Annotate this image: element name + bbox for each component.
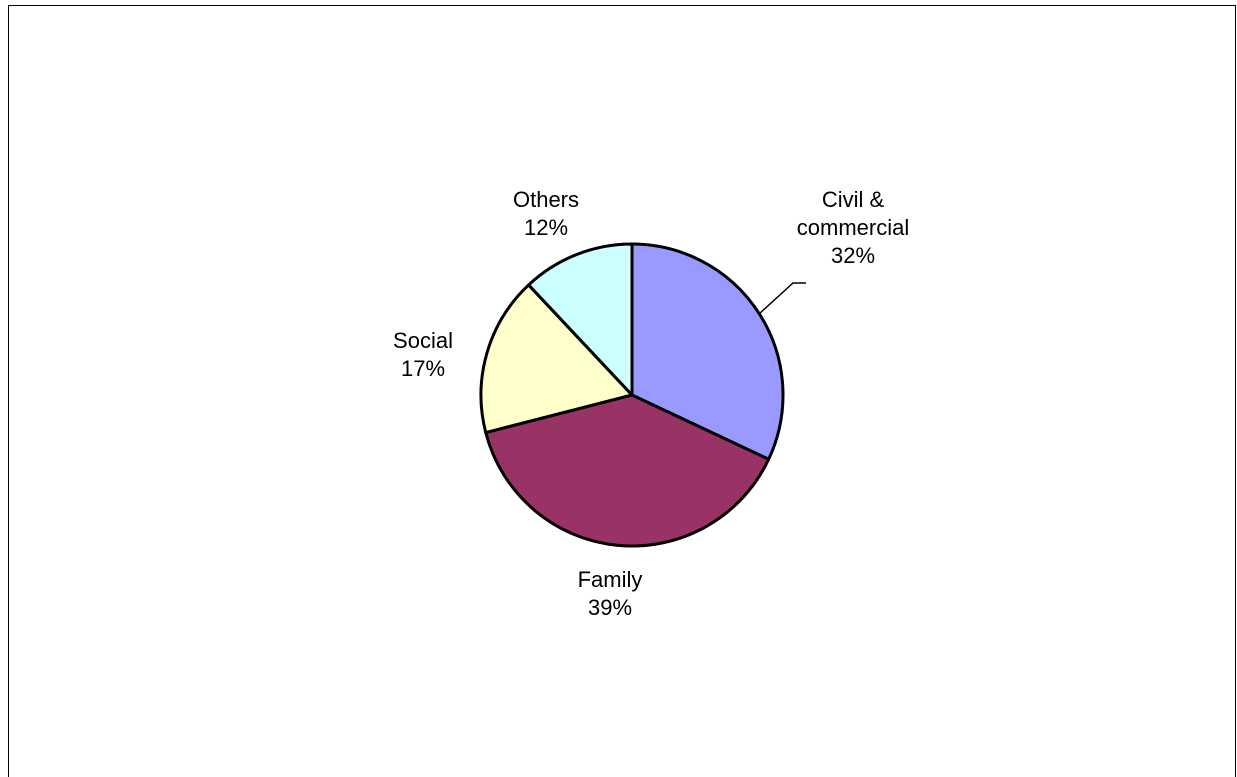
slice-label-family: Family 39% bbox=[578, 567, 643, 620]
slice-label-civil-commercial: Civil & commercial 32% bbox=[797, 187, 909, 268]
pie-slices bbox=[479, 242, 785, 548]
leader-line-civil-commercial bbox=[758, 282, 806, 315]
slice-label-social: Social 17% bbox=[393, 328, 453, 381]
chart-frame bbox=[8, 5, 1236, 777]
slice-label-others: Others 12% bbox=[513, 187, 579, 240]
leader-lines bbox=[758, 282, 806, 315]
pie-slice-family bbox=[484, 393, 771, 548]
slice-labels: Civil & commercial 32% Family 39% Social 17% Ot… bbox=[393, 187, 909, 620]
pie-slice-social bbox=[479, 283, 634, 435]
pie-slice-others bbox=[527, 242, 634, 397]
